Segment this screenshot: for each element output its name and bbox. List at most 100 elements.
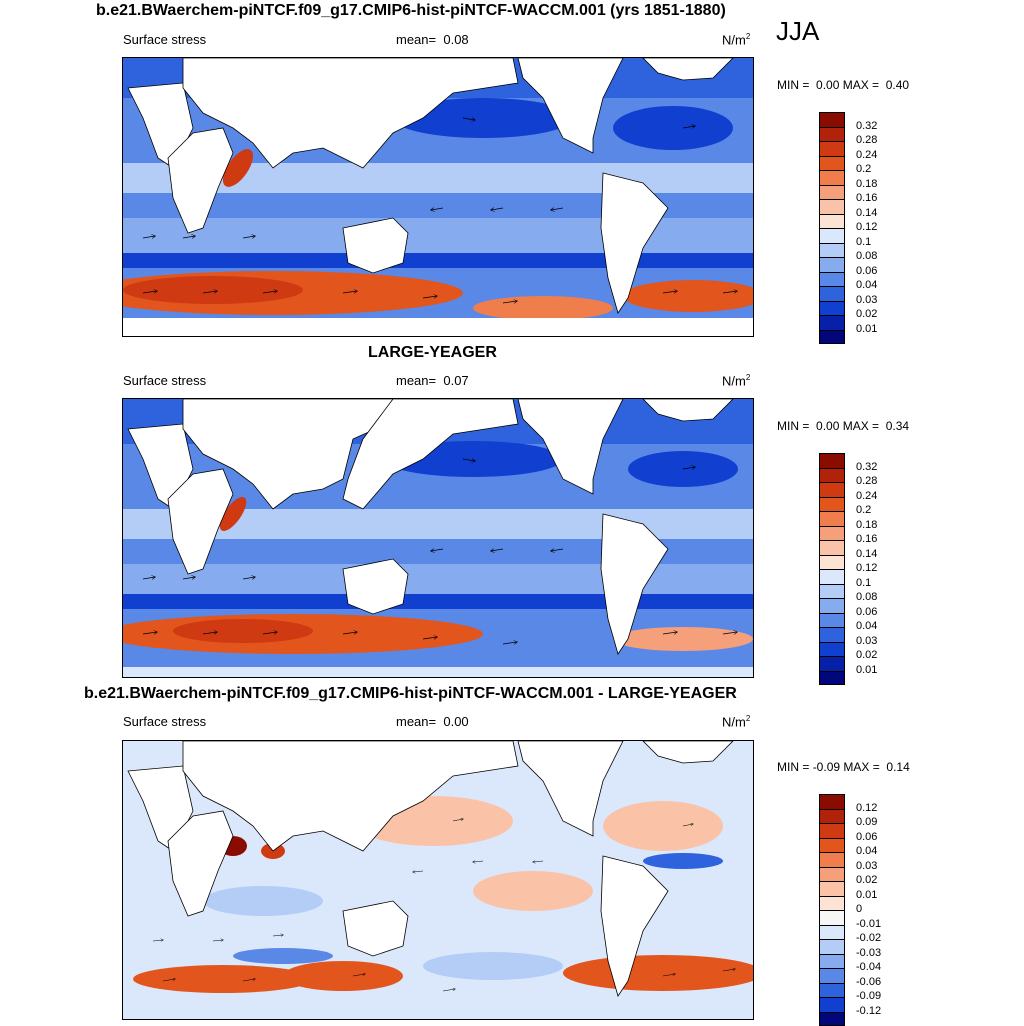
- colorbar-box: [819, 214, 845, 229]
- panel-1-mean-value: 0.08: [443, 32, 468, 47]
- colorbar-box: [819, 569, 845, 584]
- colorbar-level-label: -0.09: [856, 990, 881, 1002]
- colorbar-level-label: 0.32: [856, 461, 877, 473]
- colorbar-box: [819, 497, 845, 512]
- panel-1-units: N/m2: [722, 32, 750, 47]
- colorbar-box: [819, 482, 845, 497]
- colorbar-box: [819, 540, 845, 555]
- colorbar-level-label: 0.02: [856, 649, 877, 661]
- colorbar-box: [819, 656, 845, 671]
- colorbar-level-label: 0.14: [856, 548, 877, 560]
- colorbar-level-label: 0.1: [856, 577, 871, 589]
- panel-1-mean-label: mean=: [396, 32, 436, 47]
- colorbar-level-label: 0.06: [856, 831, 877, 843]
- colorbar-box: [819, 257, 845, 272]
- colorbar-box: [819, 823, 845, 838]
- colorbar-box: [819, 526, 845, 541]
- panel-2-title: LARGE-YEAGER: [368, 344, 497, 362]
- colorbar-box: [819, 925, 845, 940]
- colorbar-level-label: 0.03: [856, 294, 877, 306]
- colorbar-level-label: 0.18: [856, 519, 877, 531]
- colorbar-level-label: 0.08: [856, 591, 877, 603]
- colorbar-level-label: 0.01: [856, 889, 877, 901]
- colorbar-level-label: 0: [856, 903, 862, 915]
- colorbar-box: [819, 112, 845, 127]
- panel-1-mean: mean= 0.08: [396, 32, 469, 47]
- colorbar-box: [819, 555, 845, 570]
- colorbar-box: [819, 838, 845, 853]
- panel-3-title: b.e21.BWaerchem-piNTCF.f09_g17.CMIP6-his…: [84, 685, 737, 703]
- colorbar-level-label: 0.24: [856, 490, 877, 502]
- colorbar-level-label: 0.14: [856, 207, 877, 219]
- colorbar-box: [819, 228, 845, 243]
- panel-3-colorbar: [819, 794, 845, 1026]
- colorbar-level-label: 0.16: [856, 533, 877, 545]
- colorbar-level-label: -0.04: [856, 961, 881, 973]
- colorbar-box: [819, 286, 845, 301]
- colorbar-box: [819, 852, 845, 867]
- colorbar-box: [819, 156, 845, 171]
- colorbar-box: [819, 983, 845, 998]
- colorbar-box: [819, 468, 845, 483]
- panel-2-units: N/m2: [722, 373, 750, 388]
- colorbar-level-label: -0.01: [856, 918, 881, 930]
- colorbar-box: [819, 301, 845, 316]
- colorbar-level-label: 0.01: [856, 323, 877, 335]
- colorbar-level-label: 0.09: [856, 816, 877, 828]
- panel-2-minmax: MIN = 0.00 MAX = 0.34: [777, 419, 909, 433]
- colorbar-level-label: 0.04: [856, 620, 877, 632]
- colorbar-box: [819, 671, 845, 686]
- colorbar-level-label: 0.04: [856, 845, 877, 857]
- panel-1-title: b.e21.BWaerchem-piNTCF.f09_g17.CMIP6-his…: [96, 2, 726, 20]
- colorbar-box: [819, 170, 845, 185]
- colorbar-level-label: 0.12: [856, 221, 877, 233]
- colorbar-box: [819, 330, 845, 345]
- panel-2-variable: Surface stress: [123, 373, 206, 388]
- colorbar-box: [819, 896, 845, 911]
- colorbar-level-label: 0.2: [856, 163, 871, 175]
- colorbar-level-label: 0.18: [856, 178, 877, 190]
- panel-2-mean: mean= 0.07: [396, 373, 469, 388]
- colorbar-box: [819, 809, 845, 824]
- colorbar-level-label: 0.01: [856, 664, 877, 676]
- panel-3-mean-label: mean=: [396, 714, 436, 729]
- colorbar-level-label: 0.06: [856, 606, 877, 618]
- colorbar-box: [819, 141, 845, 156]
- panel-1-colorbar: [819, 112, 845, 344]
- colorbar-level-label: 0.08: [856, 250, 877, 262]
- colorbar-level-label: 0.32: [856, 120, 877, 132]
- colorbar-level-label: 0.12: [856, 802, 877, 814]
- colorbar-level-label: 0.06: [856, 265, 877, 277]
- colorbar-level-label: -0.02: [856, 932, 881, 944]
- colorbar-level-label: 0.2: [856, 504, 871, 516]
- colorbar-box: [819, 315, 845, 330]
- colorbar-level-label: -0.12: [856, 1005, 881, 1017]
- colorbar-box: [819, 794, 845, 809]
- colorbar-box: [819, 511, 845, 526]
- colorbar-box: [819, 199, 845, 214]
- colorbar-level-label: 0.28: [856, 134, 877, 146]
- colorbar-level-label: 0.03: [856, 635, 877, 647]
- colorbar-level-label: 0.04: [856, 279, 877, 291]
- panel-2-mean-label: mean=: [396, 373, 436, 388]
- colorbar-box: [819, 584, 845, 599]
- colorbar-box: [819, 453, 845, 468]
- colorbar-box: [819, 598, 845, 613]
- panel-1-map: [122, 57, 754, 337]
- colorbar-level-label: 0.02: [856, 874, 877, 886]
- season-label: JJA: [776, 16, 819, 47]
- colorbar-box: [819, 627, 845, 642]
- colorbar-box: [819, 968, 845, 983]
- colorbar-level-label: -0.03: [856, 947, 881, 959]
- colorbar-box: [819, 243, 845, 258]
- panel-2-colorbar: [819, 453, 845, 685]
- colorbar-level-label: -0.06: [856, 976, 881, 988]
- panel-3-mean-value: 0.00: [443, 714, 468, 729]
- colorbar-box: [819, 881, 845, 896]
- colorbar-box: [819, 910, 845, 925]
- colorbar-level-label: 0.12: [856, 562, 877, 574]
- panel-3-mean: mean= 0.00: [396, 714, 469, 729]
- panel-1-variable: Surface stress: [123, 32, 206, 47]
- panel-2-mean-value: 0.07: [443, 373, 468, 388]
- colorbar-box: [819, 642, 845, 657]
